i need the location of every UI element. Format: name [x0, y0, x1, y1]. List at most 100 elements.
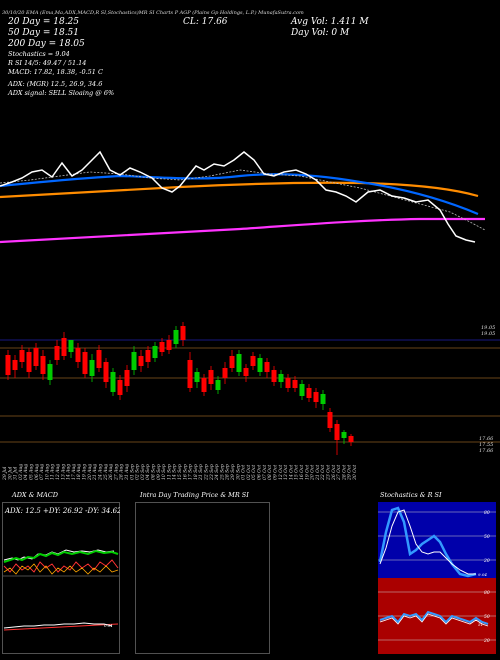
avg-volume-label: Avg Vol: 1.411 M [291, 17, 369, 27]
date-tick-label: 31 Aug [124, 464, 130, 480]
stoch-tick-80: 80 [484, 510, 490, 516]
stochastics-label: Stochastics = 9.04 [8, 50, 70, 58]
rsi-tick-20: 20 [483, 638, 490, 644]
date-tick-label: 30 Oct [352, 465, 358, 480]
date-tick-label: 26 Aug [108, 464, 114, 481]
date-tick-label: 23 Sep [209, 464, 215, 481]
macd-signal-line [3, 623, 119, 631]
stoch-k-line [378, 506, 477, 578]
candle-body [299, 384, 305, 396]
date-tick-label: 29 Oct [347, 465, 353, 481]
date-tick-label: 27 Oct [336, 465, 342, 481]
candle-body [117, 380, 123, 395]
ma-50-label: 50 Day = 18.51 [8, 28, 80, 38]
date-tick-label: 28 Oct [341, 465, 347, 481]
candle-body [40, 356, 46, 374]
candle-body [194, 372, 200, 382]
date-tick-label: 19 Oct [304, 465, 310, 480]
date-tick-label: 28 Sep [225, 464, 231, 481]
rsi-white-line [379, 613, 489, 627]
date-tick-label: 01 Oct [241, 465, 247, 480]
candle-body [138, 356, 144, 366]
date-tick-label: 25 Sep [219, 464, 225, 481]
candle-body [12, 360, 18, 370]
candle-body [320, 394, 326, 404]
date-tick-label: 14 Oct [288, 465, 294, 480]
adx-signal-label: ADX signal: SELL Sloaing @ 6% [8, 89, 115, 97]
date-tick-label: 09 Sep [156, 464, 162, 480]
adx-label: ADX: (MGR) 12.5, 26.9, 34.6 [8, 80, 103, 88]
date-tick-label: 15 Oct [294, 465, 300, 480]
candle-body [61, 338, 67, 356]
date-tick-label: 17 Sep [188, 464, 194, 480]
minus-di-line [3, 559, 119, 573]
candle-body [334, 424, 340, 440]
date-tick-label: 08 Sep [150, 464, 156, 480]
date-tick-label: 03 Aug [18, 464, 24, 480]
date-tick-label: 23 Oct [325, 465, 331, 481]
candle-body [47, 364, 53, 380]
date-tick-label: 03 Sep [140, 464, 146, 480]
date-tick-label: 12 Oct [278, 465, 284, 480]
candle-body [166, 340, 172, 350]
date-tick-label: 20 Aug [87, 464, 93, 481]
stoch-d-line [379, 509, 476, 575]
macd-label: MACD: 17.82, 18.38, -0.51 C [8, 68, 103, 76]
candle-body [96, 350, 102, 368]
candle-body [341, 432, 347, 438]
candle-body [264, 362, 270, 372]
price-line-white [0, 150, 476, 243]
macd-label: 0.51 [104, 623, 113, 628]
ema-blue-line [0, 173, 479, 216]
date-tick-label: 29 Jul [2, 466, 8, 481]
candle-body [208, 370, 214, 384]
candle-body [236, 354, 242, 372]
ma-20-label: 20 Day = 18.25 [8, 17, 80, 27]
candle-body [327, 412, 333, 428]
date-tick-label: 12 Aug [55, 464, 61, 480]
date-tick-label: 06 Aug [34, 464, 40, 480]
date-tick-label: 13 Aug [60, 464, 66, 480]
date-tick-label: 10 Aug [44, 464, 50, 480]
candle-body [257, 358, 263, 372]
adx-panel-title: ADX & MACD [12, 491, 58, 499]
candle-body [82, 352, 88, 374]
candle-body [348, 436, 354, 442]
candle-body [145, 350, 151, 362]
candle-body [89, 360, 95, 376]
date-tick-label: 07 Oct [262, 465, 268, 480]
date-tick-label: 22 Oct [320, 465, 326, 481]
candle-body [124, 370, 130, 386]
date-tick-label: 16 Sep [182, 464, 188, 480]
date-tick-label: 02 Oct [246, 465, 252, 480]
intraday-panel-title: Intra Day Trading Price & MR SI [140, 491, 249, 499]
date-tick-label: 22 Sep [204, 464, 210, 481]
adx-values: ADX: 12.5 +DY: 26.92 -DY: 34.62 [4, 507, 120, 515]
date-tick-label: 08 Oct [267, 465, 273, 480]
rsi-label: R SI 14/5: 49.47 / 51.14 [8, 59, 87, 67]
candle-body [75, 348, 81, 362]
candle-body [159, 342, 165, 352]
ma-200-label: 200 Day = 18.05 [8, 39, 85, 49]
price-label-mid3: 17.66 [479, 448, 494, 454]
date-tick-label: 21 Oct [315, 465, 321, 481]
candle-body [180, 326, 186, 340]
ema-magenta-line [0, 217, 485, 244]
date-tick-label: 16 Oct [299, 465, 305, 480]
date-tick-label: 26 Oct [331, 465, 337, 481]
candle-body [278, 374, 284, 382]
date-tick-label: 13 Oct [283, 465, 289, 480]
candle-body [103, 362, 109, 382]
date-tick-label: 14 Aug [66, 464, 72, 480]
candle-body [131, 352, 137, 370]
date-tick-label: 07 Aug [39, 464, 45, 480]
date-tick-label: 01 Sep [129, 464, 135, 480]
price-label-top-2: 19.05 [481, 331, 495, 337]
ema-dotted-line [0, 169, 486, 231]
rsi-tick-80: 80 [484, 590, 490, 596]
candle-body [33, 348, 39, 366]
candle-body [173, 330, 179, 344]
candle-body [229, 356, 235, 368]
candle-body [271, 370, 277, 382]
rsi-last: 51 [478, 622, 483, 627]
